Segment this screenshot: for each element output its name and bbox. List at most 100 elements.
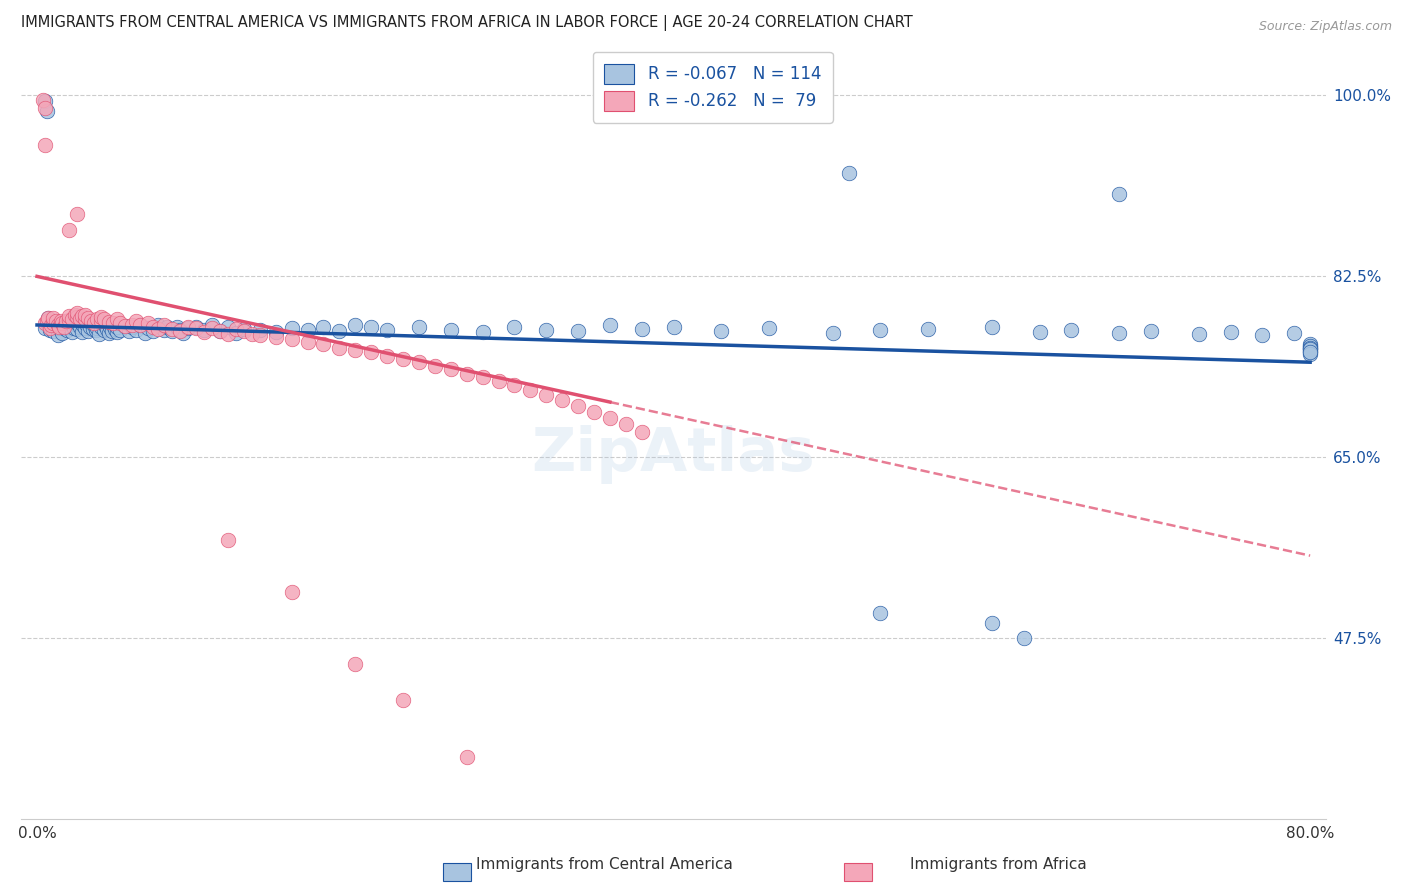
Point bbox=[599, 411, 621, 425]
Text: Immigrants from Central America: Immigrants from Central America bbox=[477, 857, 733, 872]
Point bbox=[63, 308, 86, 322]
Point bbox=[869, 606, 891, 620]
Point bbox=[53, 321, 76, 335]
Point bbox=[471, 325, 494, 339]
Point bbox=[48, 321, 70, 335]
Point bbox=[66, 305, 89, 319]
Point bbox=[66, 207, 89, 221]
Point bbox=[567, 399, 589, 413]
Point bbox=[146, 322, 169, 336]
Point bbox=[582, 405, 605, 419]
Point bbox=[440, 323, 463, 337]
Point bbox=[142, 320, 165, 334]
Text: ZipAtlas: ZipAtlas bbox=[531, 425, 815, 484]
Point bbox=[97, 326, 120, 341]
Point bbox=[1108, 326, 1130, 341]
Point bbox=[34, 316, 56, 330]
Point bbox=[186, 321, 208, 335]
Point bbox=[360, 320, 382, 334]
Point bbox=[41, 318, 63, 332]
Point bbox=[38, 321, 60, 335]
Point bbox=[217, 327, 239, 342]
Point bbox=[312, 336, 335, 351]
Point bbox=[79, 320, 101, 334]
Point bbox=[375, 323, 398, 337]
Point bbox=[45, 320, 67, 334]
Point bbox=[73, 308, 96, 322]
Point bbox=[96, 322, 118, 336]
Point bbox=[177, 320, 200, 334]
Point bbox=[83, 316, 105, 330]
Point bbox=[312, 320, 335, 334]
Point bbox=[45, 314, 67, 328]
Point bbox=[471, 369, 494, 384]
Point bbox=[536, 388, 558, 402]
Point bbox=[162, 322, 184, 336]
Point bbox=[630, 425, 652, 439]
Point bbox=[166, 320, 188, 334]
Point bbox=[456, 367, 478, 381]
Point bbox=[66, 310, 89, 324]
Point bbox=[114, 318, 136, 333]
Point bbox=[58, 309, 80, 323]
Point bbox=[46, 318, 69, 332]
Point bbox=[225, 326, 247, 341]
Point bbox=[98, 320, 121, 334]
Point bbox=[980, 615, 1002, 630]
Point bbox=[41, 318, 63, 332]
Point bbox=[614, 417, 637, 432]
Point bbox=[821, 326, 844, 341]
Point bbox=[217, 320, 239, 334]
Point bbox=[375, 349, 398, 363]
Point bbox=[58, 316, 80, 330]
Point bbox=[1108, 186, 1130, 201]
Point bbox=[114, 318, 136, 333]
Point bbox=[80, 314, 103, 328]
Point bbox=[567, 324, 589, 338]
Point bbox=[83, 318, 105, 332]
Point bbox=[519, 383, 541, 397]
Point bbox=[35, 314, 58, 328]
Point bbox=[34, 94, 56, 108]
Point bbox=[142, 324, 165, 338]
Point bbox=[124, 323, 146, 337]
Point bbox=[37, 310, 59, 325]
Point bbox=[710, 324, 733, 338]
Point bbox=[86, 311, 108, 326]
Point bbox=[55, 314, 77, 328]
Point bbox=[280, 321, 302, 335]
Point bbox=[77, 324, 100, 338]
Point bbox=[118, 324, 141, 338]
Point bbox=[103, 318, 125, 332]
Point bbox=[1299, 339, 1322, 353]
Point bbox=[105, 311, 128, 326]
Point bbox=[264, 330, 287, 344]
Point bbox=[1299, 341, 1322, 355]
Point bbox=[46, 328, 69, 343]
Point bbox=[80, 316, 103, 330]
Point bbox=[1299, 342, 1322, 356]
Point bbox=[1012, 632, 1035, 646]
Point bbox=[121, 320, 143, 334]
Point bbox=[53, 320, 76, 334]
Point bbox=[37, 310, 59, 325]
Point bbox=[48, 320, 70, 334]
Point bbox=[58, 320, 80, 334]
Point bbox=[87, 327, 110, 342]
Point bbox=[66, 316, 89, 330]
Point bbox=[90, 314, 112, 328]
Point bbox=[146, 318, 169, 332]
Legend: R = -0.067   N = 114, R = -0.262   N =  79: R = -0.067 N = 114, R = -0.262 N = 79 bbox=[593, 52, 832, 123]
Point bbox=[49, 314, 72, 328]
Point bbox=[34, 101, 56, 115]
Point bbox=[551, 393, 574, 408]
Point bbox=[980, 320, 1002, 334]
Point bbox=[60, 325, 83, 339]
Point bbox=[56, 323, 79, 337]
Point bbox=[58, 223, 80, 237]
Point bbox=[70, 309, 93, 323]
Point bbox=[1299, 344, 1322, 359]
Point bbox=[1188, 327, 1211, 342]
Point bbox=[62, 321, 84, 335]
Point bbox=[344, 343, 367, 357]
